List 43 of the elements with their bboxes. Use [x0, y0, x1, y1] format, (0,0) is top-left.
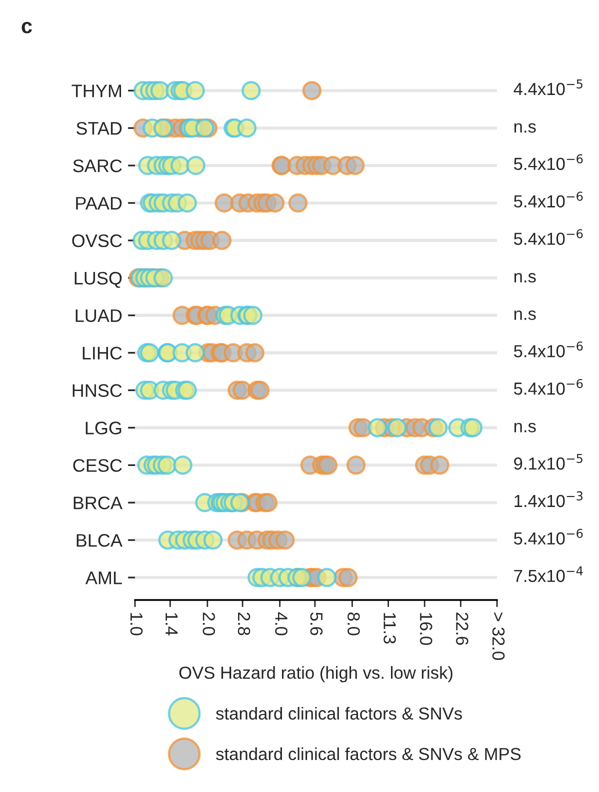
legend-label: standard clinical factors & SNVs — [216, 706, 462, 720]
x-tick-label: 4.0 — [275, 612, 288, 636]
chart-title: c — [22, 22, 32, 34]
y-tick-label: LGG — [86, 422, 122, 434]
y-tick-label: LIHC — [82, 346, 122, 360]
y-tick-label: PAAD — [76, 197, 122, 210]
y-tick-label: SARC — [73, 159, 122, 172]
text: n.s — [514, 310, 536, 320]
text: n.s — [514, 123, 536, 133]
y-tick-label: LUSQ — [74, 272, 122, 288]
text: 1.4x10$^{−3}$ — [514, 491, 583, 508]
text: 5.4x10$^{−6}$ — [514, 528, 583, 545]
y-tick-label: CESC — [73, 459, 122, 472]
x-tick-label: > 32.0 — [492, 612, 505, 660]
y-tick-label: OVSC — [72, 234, 122, 248]
x-tick-label: 5.6 — [310, 612, 323, 636]
legend-label: standard clinical factors & SNVs & MPS — [216, 747, 521, 760]
y-tick-label: STAD — [76, 122, 122, 135]
text: 5.4x10$^{−6}$ — [514, 378, 583, 395]
x-tick-label: 11.3 — [384, 613, 396, 644]
x-tick-label: 1.4 — [166, 613, 178, 636]
text: 5.4x10$^{−6}$ — [514, 154, 583, 170]
text: n.s — [514, 273, 536, 283]
text: 5.4x10$^{−6}$ — [514, 229, 583, 245]
x-tick-label: 1.0 — [130, 613, 143, 636]
x-tick-label: 2.8 — [238, 612, 250, 636]
y-tick-label: THYM — [72, 84, 122, 98]
text: n.s — [514, 422, 536, 432]
y-tick-label: AML — [85, 572, 122, 584]
text: 5.4x10$^{−6}$ — [514, 192, 583, 208]
x-tick-label: 22.6 — [456, 612, 468, 645]
text: 7.5x10$^{−4}$ — [514, 566, 583, 582]
x-tick-label: 2.0 — [202, 612, 216, 636]
text: 5.4x10$^{−6}$ — [514, 341, 583, 358]
text: 9.1x10$^{−5}$ — [514, 454, 582, 470]
y-tick-label: BLCA — [76, 534, 122, 547]
text: 4.4x10$^{−5}$ — [514, 79, 582, 96]
x-axis-title: OVS Hazard ratio (high vs. low risk) — [179, 666, 452, 682]
y-tick-label: HNSC — [72, 384, 122, 397]
x-tick-label: 16.0 — [420, 613, 432, 645]
y-tick-label: LUAD — [76, 309, 122, 322]
y-tick-label: BRCA — [74, 496, 122, 510]
x-tick-label: 8.0 — [348, 612, 360, 636]
